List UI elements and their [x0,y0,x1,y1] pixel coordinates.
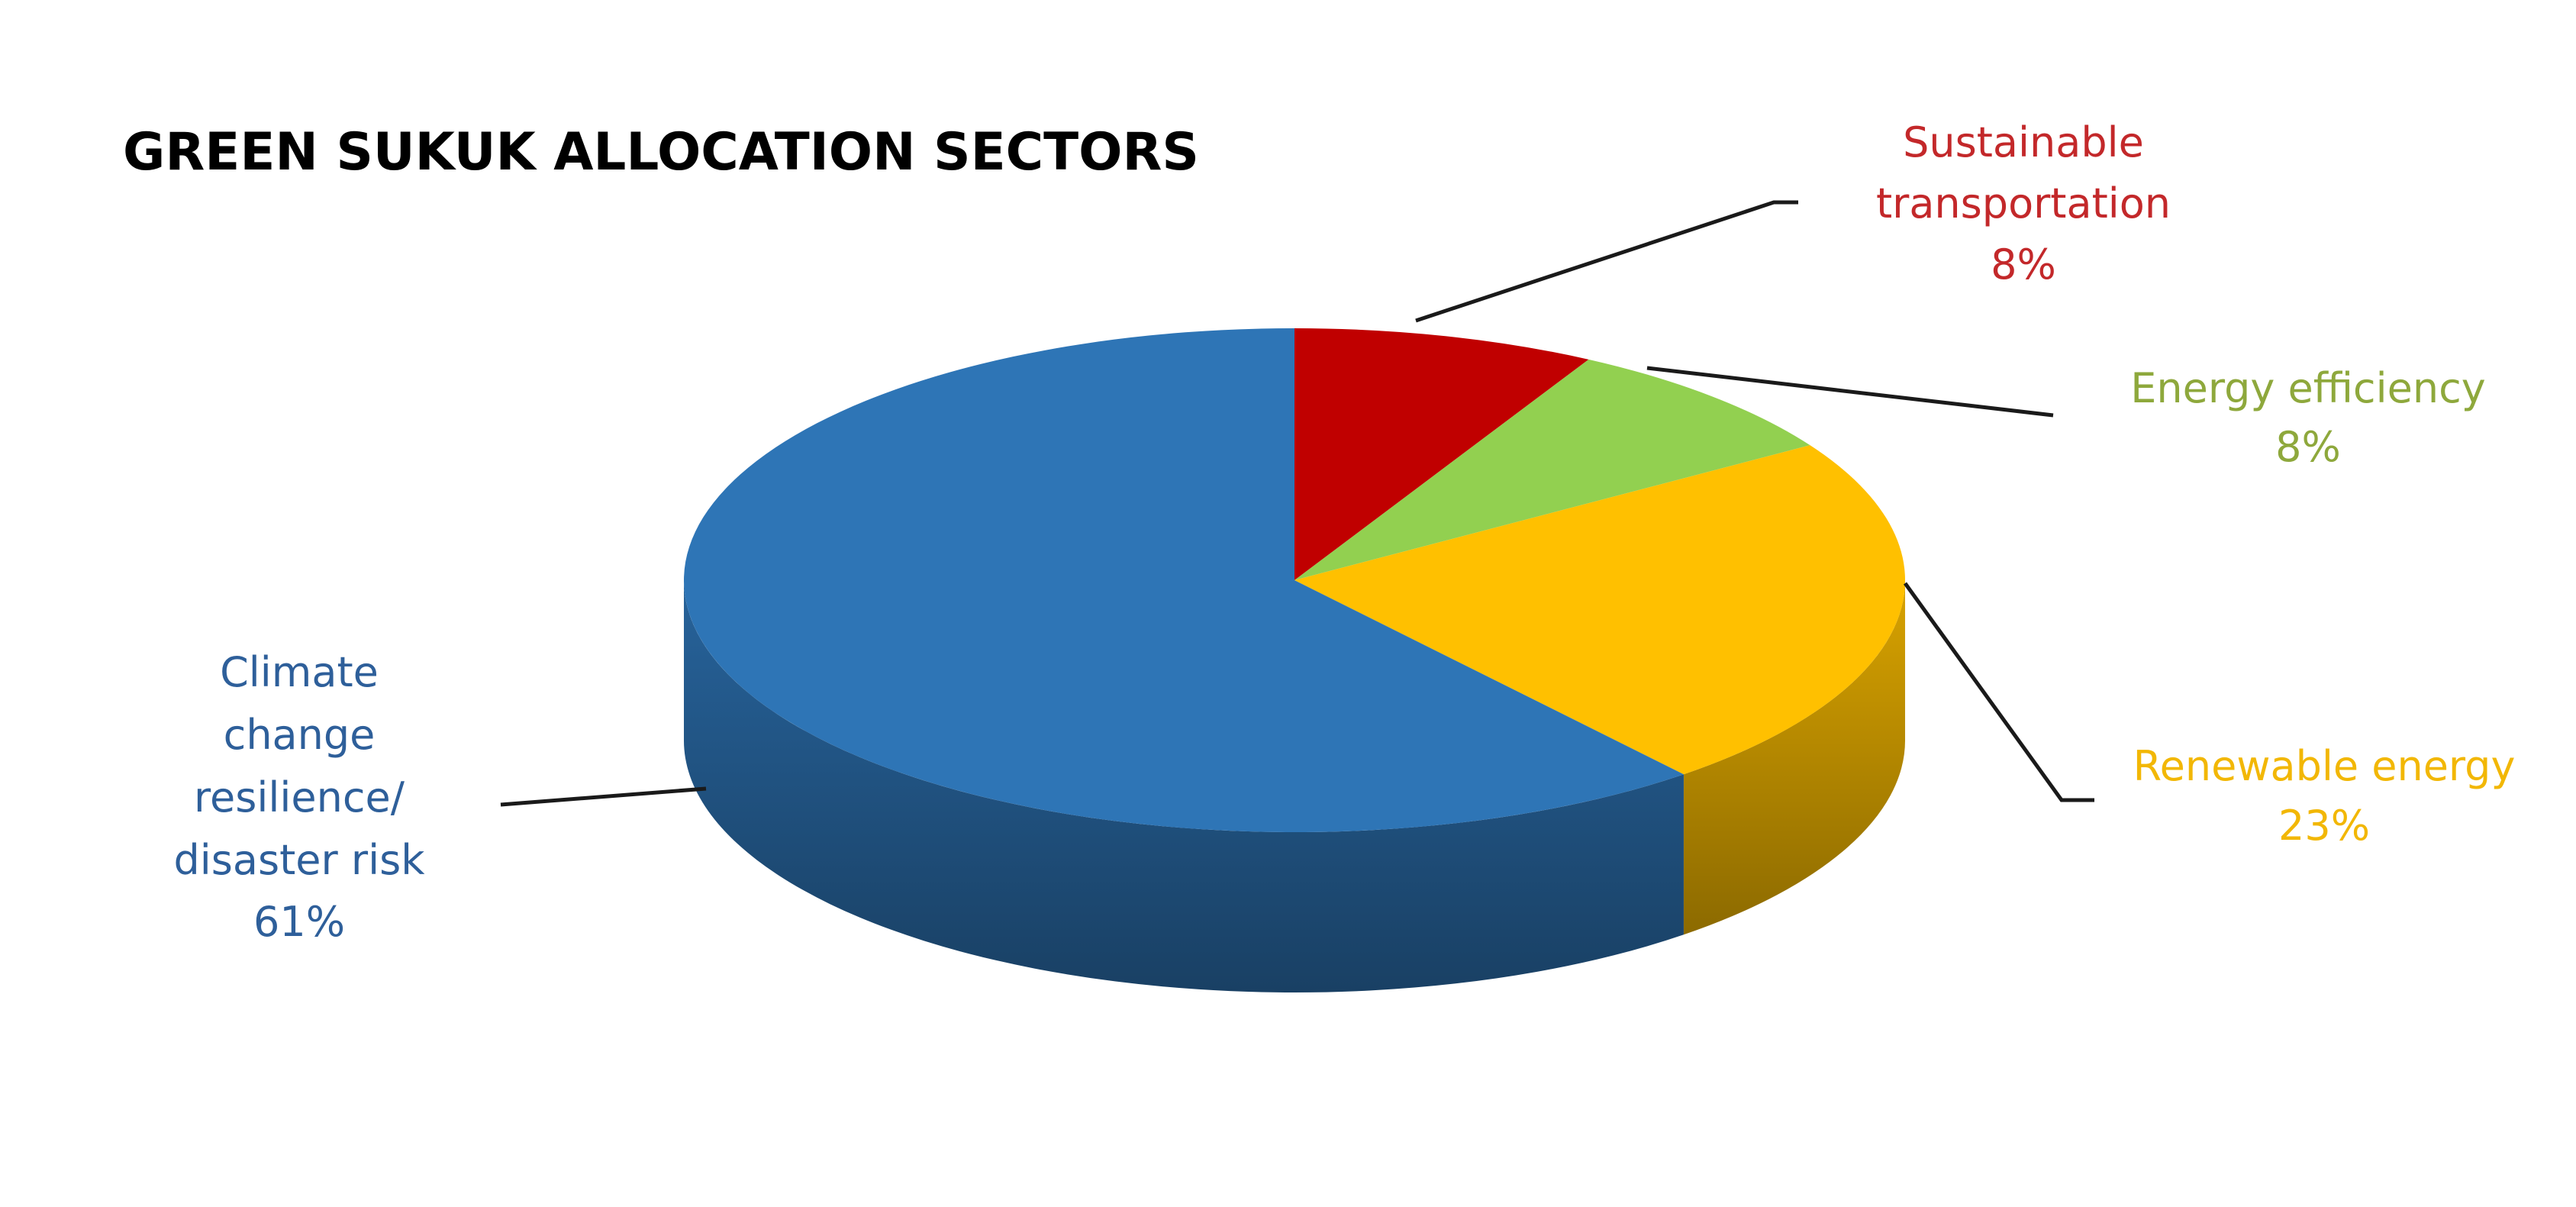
data-label-climate-change-resilience-disaster-risk: change [224,711,376,759]
data-label-climate-change-resilience-disaster-risk: resilience/ [194,773,405,821]
leader-lines [500,200,2094,807]
leader-line-climate-change-resilience-disaster-risk [500,786,707,807]
data-label-sustainable-transportation: transportation [1876,179,2171,228]
data-label-renewable-energy: Renewable energy [2133,742,2516,790]
data-label-energy-efficiency: 8% [2275,423,2341,471]
pie-sides [684,580,1905,993]
pie-top [683,328,1905,832]
data-label-climate-change-resilience-disaster-risk: Climate [220,648,379,696]
pie-slice-sustainable-transportation [1294,328,1589,580]
data-label-sustainable-transportation: 8% [1991,240,2056,289]
pie-slice-energy-efficiency [1294,359,1810,580]
pie-slice-climate-change-resilience-disaster-risk [683,328,1684,832]
slice-labels: Sustainable transportation 8% Energy effici… [173,118,2515,946]
chart-title: GREEN SUKUK ALLOCATION SECTORS [123,122,1199,182]
leader-line-sustainable-transportation [1415,200,1798,323]
pie-slice-renewable-energy [1294,445,1905,775]
leader-line-energy-efficiency [1646,366,2054,418]
data-label-sustainable-transportation: Sustainable [1903,118,2144,166]
data-label-climate-change-resilience-disaster-risk: disaster risk [173,836,425,884]
pie-side-renewable-energy [1683,580,1905,935]
data-label-climate-change-resilience-disaster-risk: 61% [253,898,345,946]
data-label-energy-efficiency: Energy efficiency [2130,364,2485,412]
data-label-renewable-energy: 23% [2278,802,2370,850]
pie-side-climate-change-resilience-disaster-risk [684,580,1684,993]
leader-line-renewable-energy [1903,582,2094,802]
